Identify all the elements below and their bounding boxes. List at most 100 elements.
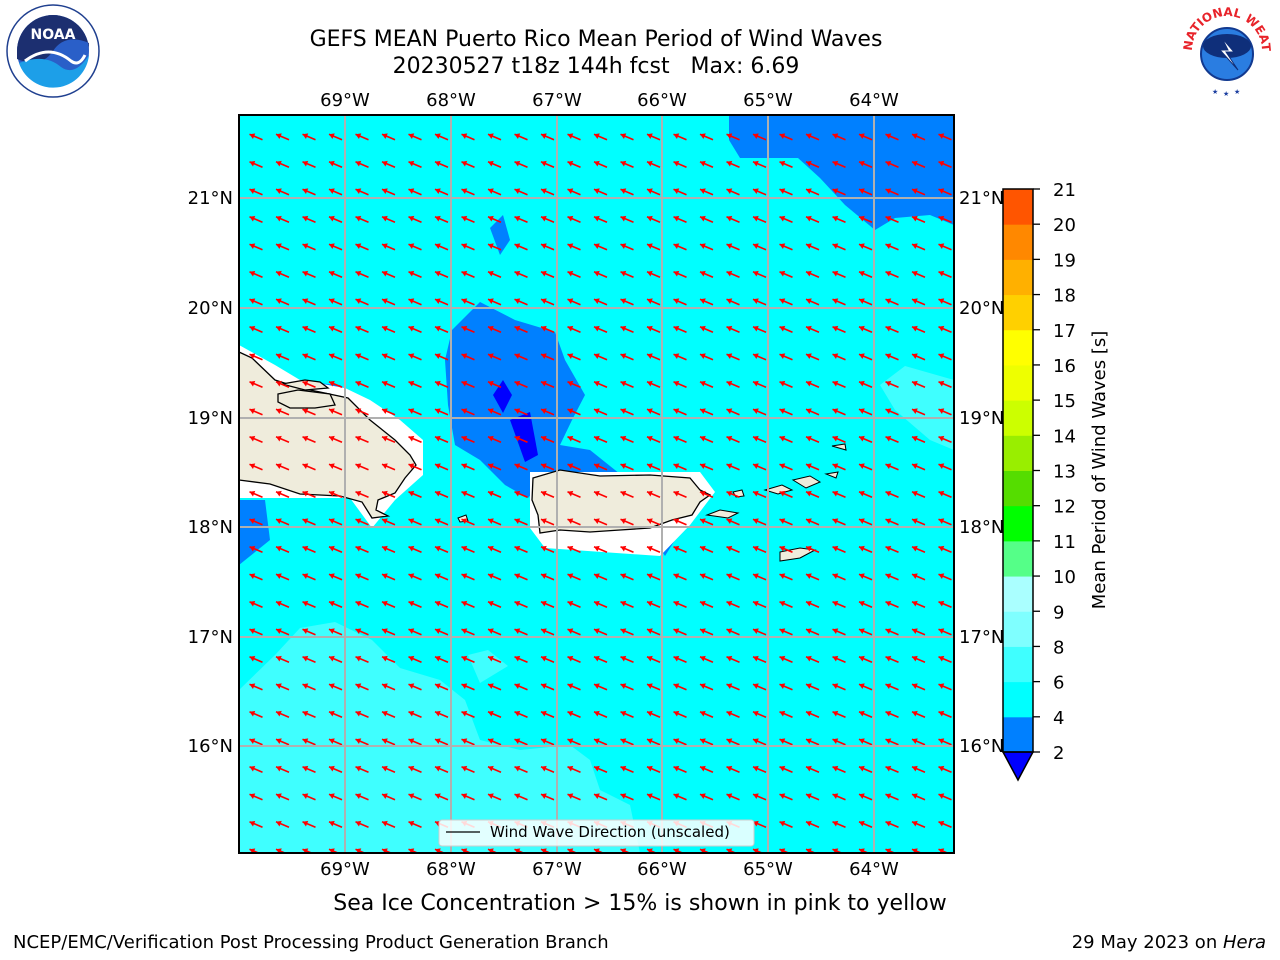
colorbar-segments <box>1003 189 1033 753</box>
wind-wave-arrow <box>752 353 767 361</box>
lat-labels-left: 21°N 20°N 19°N 18°N 17°N 16°N <box>188 188 233 757</box>
wind-wave-arrow <box>885 463 899 471</box>
wind-wave-arrow <box>249 738 263 746</box>
wind-wave-arrow <box>779 573 793 581</box>
wind-wave-arrow <box>461 738 475 746</box>
wind-wave-arrow <box>885 188 899 196</box>
wind-wave-arrow <box>567 298 581 306</box>
wind-wave-arrow <box>885 270 899 278</box>
wind-wave-arrow <box>726 325 740 333</box>
colorbar-segment <box>1003 329 1033 366</box>
wind-wave-arrow <box>593 270 608 278</box>
wind-wave-arrow <box>885 325 899 333</box>
wind-wave-arrow <box>381 655 396 663</box>
footer-date: 29 May 2023 on Hera <box>1072 932 1266 953</box>
wind-wave-arrow <box>487 655 502 663</box>
colorbar-tick-label: 8 <box>1053 637 1064 658</box>
chart-title-line-1: GEFS MEAN Puerto Rico Mean Period of Win… <box>309 27 883 52</box>
colorbar-under-triangle <box>1001 751 1035 782</box>
wind-wave-arrow <box>567 518 581 526</box>
wind-wave-arrow <box>938 600 952 608</box>
wind-wave-arrow <box>726 215 740 223</box>
wind-wave-arrow <box>514 353 528 361</box>
wind-wave-arrow <box>805 518 820 526</box>
wind-wave-arrow <box>938 353 952 361</box>
wind-wave-arrow <box>620 325 634 333</box>
wind-wave-arrow <box>593 765 608 773</box>
wind-wave-arrow <box>858 628 873 636</box>
wind-wave-arrow <box>328 353 343 361</box>
wind-wave-arrow <box>911 738 926 746</box>
wind-wave-arrow <box>540 518 555 526</box>
wind-wave-arrow <box>885 738 899 746</box>
wind-wave-arrow <box>938 765 952 773</box>
wind-wave-arrow <box>699 738 714 746</box>
wind-wave-arrow <box>699 518 714 526</box>
wind-wave-arrow <box>249 518 263 526</box>
wind-wave-arrow <box>699 655 714 663</box>
wind-wave-arrow <box>673 490 687 498</box>
wind-wave-arrow <box>408 270 422 278</box>
wind-wave-arrow <box>514 545 528 553</box>
wind-wave-arrow <box>699 545 714 553</box>
wind-wave-arrow <box>620 215 634 223</box>
wind-wave-arrow <box>646 188 661 196</box>
wind-wave-arrow <box>620 710 634 718</box>
wind-wave-arrow <box>779 408 793 416</box>
land-virgin-islands-a <box>763 484 794 495</box>
wind-wave-arrow <box>461 683 475 691</box>
wind-wave-arrow <box>249 380 263 388</box>
wind-wave-arrow <box>911 793 926 801</box>
wind-wave-arrow <box>328 243 343 251</box>
wind-wave-arrow <box>328 738 343 746</box>
wind-wave-arrow <box>302 380 316 388</box>
wind-wave-arrow <box>275 820 290 828</box>
wind-wave-arrow <box>832 215 846 223</box>
wind-wave-arrow <box>302 160 316 168</box>
wind-wave-arrow <box>911 518 926 526</box>
svg-text:★: ★ <box>1234 88 1240 96</box>
colorbar-tick-label: 21 <box>1053 180 1076 201</box>
wind-wave-arrow <box>646 380 661 388</box>
wind-wave-arrow <box>805 243 820 251</box>
wind-wave-arrow <box>487 573 502 581</box>
wind-wave-arrow <box>699 270 714 278</box>
wind-wave-arrow <box>646 463 661 471</box>
wind-wave-arrow <box>726 738 740 746</box>
wind-wave-arrow <box>381 215 396 223</box>
wind-wave-arrow <box>408 600 422 608</box>
wind-wave-arrow <box>832 188 846 196</box>
wind-wave-arrow <box>699 133 714 141</box>
land-virgin-islands-b <box>791 475 822 489</box>
wind-wave-arrow <box>434 215 449 223</box>
wind-wave-arrow <box>911 820 926 828</box>
wind-wave-arrow <box>381 545 396 553</box>
wind-wave-arrow <box>302 490 316 498</box>
wind-wave-arrow <box>699 160 714 168</box>
period-contour-below-2-b <box>510 412 538 462</box>
wind-wave-arrow <box>885 628 899 636</box>
wind-wave-arrow <box>567 380 581 388</box>
wind-wave-arrow <box>646 600 661 608</box>
colorbar-tick-label: 10 <box>1053 567 1076 588</box>
wind-wave-arrow <box>249 573 263 581</box>
wind-wave-arrow <box>302 600 316 608</box>
wind-wave-arrow <box>381 188 396 196</box>
wind-wave-arrow <box>249 490 263 498</box>
wind-wave-arrow <box>567 243 581 251</box>
wind-wave-arrow <box>832 820 846 828</box>
wind-wave-arrow <box>620 408 634 416</box>
wind-wave-arrow <box>938 243 952 251</box>
lon-labels-bottom: 69°W 68°W 67°W 66°W 65°W 64°W <box>320 859 899 880</box>
wind-wave-arrow <box>355 655 369 663</box>
wind-wave-arrow <box>885 518 899 526</box>
wind-wave-arrow <box>779 380 793 388</box>
wind-wave-arrow <box>832 160 846 168</box>
wind-wave-arrow <box>328 628 343 636</box>
wind-wave-arrow <box>911 545 926 553</box>
wind-wave-arrow <box>752 765 767 773</box>
wind-wave-arrow <box>805 380 820 388</box>
wind-wave-arrow <box>752 793 767 801</box>
wind-wave-arrow <box>514 408 528 416</box>
